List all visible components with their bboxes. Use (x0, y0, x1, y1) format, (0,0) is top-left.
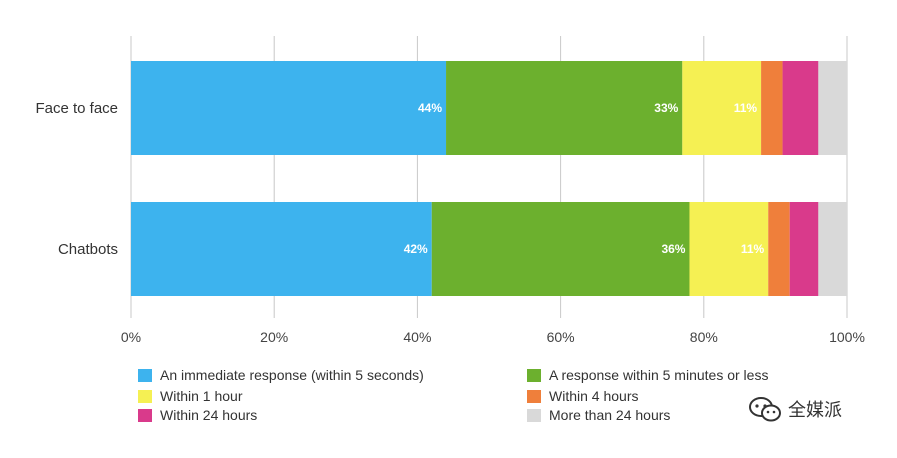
legend-swatch (527, 409, 541, 422)
x-tick-label: 100% (829, 329, 865, 345)
category-label: Face to face (35, 100, 118, 117)
bar-segment (768, 202, 790, 296)
legend-label: More than 24 hours (549, 407, 670, 423)
wechat-icon (749, 397, 781, 422)
bar-segment (131, 61, 447, 155)
x-tick-label: 80% (690, 329, 718, 345)
bar-segment (782, 61, 819, 155)
legend-swatch (527, 369, 541, 382)
watermark: 全媒派 (748, 396, 842, 422)
watermark-text: 全媒派 (788, 400, 842, 421)
bar-segment (789, 202, 819, 296)
data-label: 33% (654, 101, 678, 115)
bar-segment (818, 61, 847, 155)
bar-segment (761, 61, 783, 155)
legend-label: Within 1 hour (160, 388, 243, 404)
x-tick-label: 0% (121, 329, 141, 345)
legend-label: An immediate response (within 5 seconds) (160, 367, 424, 383)
bar-segment (818, 202, 847, 296)
category-label: Chatbots (58, 241, 118, 258)
data-label: 42% (404, 242, 428, 256)
x-tick-label: 60% (547, 329, 575, 345)
legend-label: Within 24 hours (160, 407, 257, 423)
bar-segment (689, 202, 769, 296)
legend-swatch (138, 409, 152, 422)
bar-segment (431, 202, 690, 296)
data-label: 36% (661, 242, 685, 256)
legend-swatch (138, 390, 152, 403)
bar-segment (682, 61, 762, 155)
data-label: 11% (734, 101, 758, 115)
x-tick-label: 40% (403, 329, 431, 345)
legend-label: A response within 5 minutes or less (549, 367, 768, 383)
data-label: 11% (741, 242, 765, 256)
bar-segment (131, 202, 432, 296)
legend-swatch (138, 369, 152, 382)
data-label: 44% (418, 101, 442, 115)
x-tick-label: 20% (260, 329, 288, 345)
bar-segment (446, 61, 683, 155)
legend-label: Within 4 hours (549, 388, 638, 404)
legend-swatch (527, 390, 541, 403)
